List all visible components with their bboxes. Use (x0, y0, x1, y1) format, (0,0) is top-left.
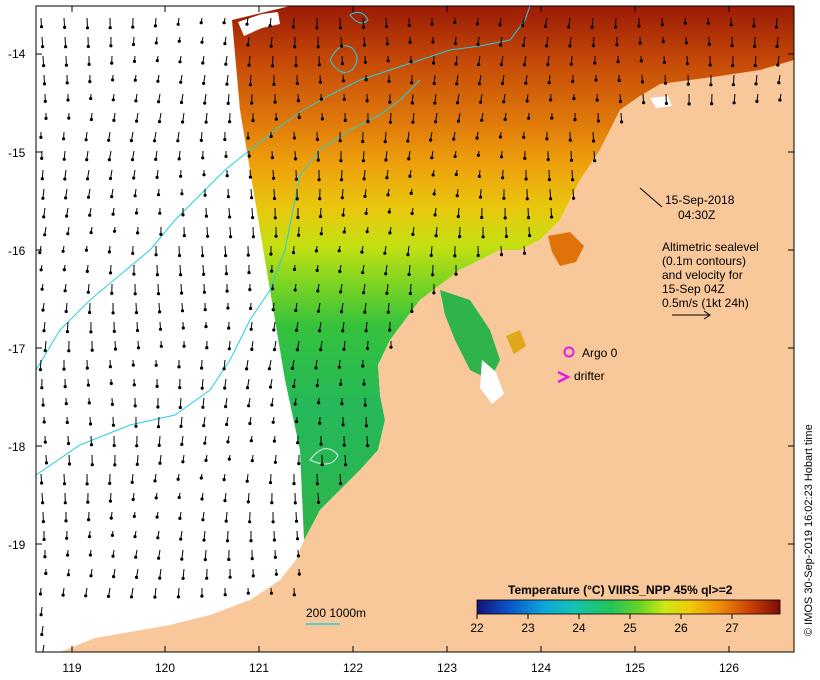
lon-tick-label: 124 (531, 661, 551, 675)
lon-tick-label: 125 (625, 661, 645, 675)
info-line: 0.5m/s (1kt 24h) (662, 296, 749, 310)
colorbar-tick-label: 25 (623, 621, 637, 635)
lon-axis-labels: 119 120 121 122 123 124 125 126 (62, 661, 739, 675)
colorbar-tick-label: 27 (725, 621, 739, 635)
argo-label: Argo 0 (582, 346, 618, 360)
velocity-arrows (38, 17, 782, 652)
date-label: 15-Sep-2018 (665, 193, 735, 207)
lat-tick-label: -17 (8, 342, 26, 356)
credit-label: © IMOS 30-Sep-2019 16:02:23 Hobart time (803, 424, 815, 636)
colorbar-tick-label: 24 (572, 621, 586, 635)
lon-tick-label: 119 (62, 661, 81, 675)
lat-tick-label: -14 (8, 47, 26, 61)
lon-tick-label: 121 (249, 661, 269, 675)
lon-tick-label: 123 (437, 661, 457, 675)
argo-float-icon (563, 346, 575, 358)
info-line: Altimetric sealevel (662, 240, 759, 254)
land-mass (60, 92, 794, 652)
colorbar-tick-label: 23 (521, 621, 535, 635)
lon-tick-label: 126 (719, 661, 739, 675)
time-label: 04:30Z (678, 208, 715, 222)
depth-scale-label: 200 1000m (306, 606, 366, 620)
info-line: 15-Sep 04Z (662, 282, 725, 296)
scale-arrow-icon (672, 310, 711, 320)
velocity-info: Altimetric sealevel (0.1m contours) and … (662, 240, 759, 320)
colorbar-tick-label: 22 (470, 621, 484, 635)
info-line: (0.1m contours) (662, 254, 746, 268)
colorbar (476, 599, 781, 615)
colorbar-tick-label: 26 (674, 621, 688, 635)
sst-swath (232, 6, 794, 540)
drifter-icon (557, 370, 571, 384)
drifter-label: drifter (574, 369, 605, 383)
lat-axis-labels: -14 -15 -16 -17 -18 -19 (8, 47, 26, 552)
lat-tick-label: -15 (8, 146, 26, 160)
info-line: and velocity for (662, 268, 743, 282)
lat-tick-label: -19 (8, 538, 26, 552)
sealevel-contours (36, 6, 531, 476)
lat-tick-label: -16 (8, 244, 26, 258)
lat-tick-label: -18 (8, 440, 26, 454)
lon-tick-label: 122 (343, 661, 363, 675)
axis-ticks (36, 6, 794, 652)
legend-title: Temperature (°C) VIIRS_NPP 45% ql>=2 (508, 583, 733, 597)
colorbar-tick-labels: 22 23 24 25 26 27 (470, 621, 739, 635)
lon-tick-label: 120 (155, 661, 175, 675)
